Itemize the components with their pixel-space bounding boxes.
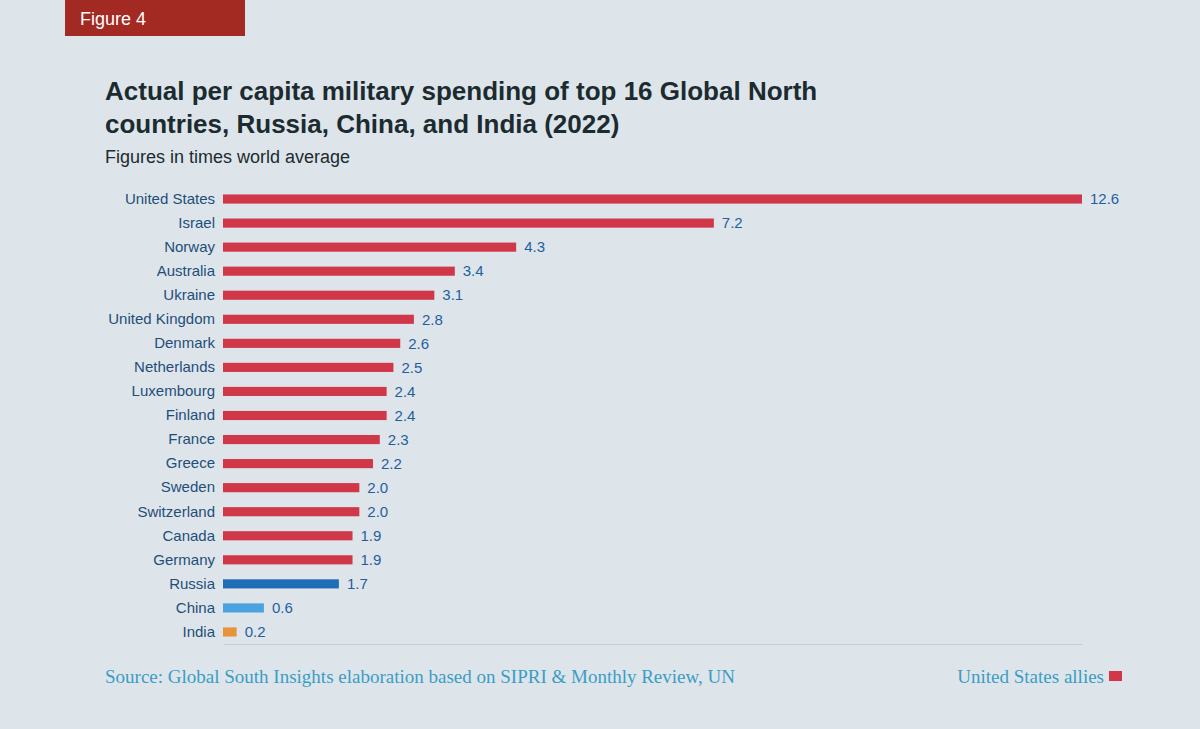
- data-label: 1.7: [347, 575, 368, 592]
- y-tick: India: [182, 623, 215, 640]
- figure-tab: [65, 0, 245, 36]
- data-label: 12.6: [1090, 190, 1119, 207]
- y-tick-label: France: [168, 430, 215, 447]
- y-tick-label: Australia: [157, 262, 216, 279]
- y-tick: Netherlands: [134, 358, 215, 375]
- source: Source: Global South Insights elaboratio…: [105, 666, 735, 687]
- data-label: 2.2: [381, 455, 402, 472]
- data-label: 3.1: [442, 286, 463, 303]
- y-tick: Germany: [153, 551, 215, 568]
- y-tick-label: United States: [125, 190, 215, 207]
- data-label: 2.0: [367, 503, 388, 520]
- bar: [223, 531, 353, 540]
- bar: [223, 435, 380, 444]
- y-tick-label: Germany: [153, 551, 215, 568]
- bar: [223, 507, 359, 516]
- bar: [223, 411, 387, 420]
- title-line: countries, Russia, China, and India (202…: [105, 109, 619, 139]
- bar: [223, 483, 359, 492]
- title-line: Actual per capita military spending of t…: [105, 76, 817, 106]
- y-tick-label: Switzerland: [137, 503, 215, 520]
- figure-label: Figure 4: [80, 9, 146, 29]
- y-tick-label: Sweden: [161, 478, 215, 495]
- y-tick: Switzerland: [137, 503, 215, 520]
- y-tick: Luxembourg: [132, 382, 215, 399]
- data-label: 2.4: [395, 383, 416, 400]
- y-tick-label: Luxembourg: [132, 382, 215, 399]
- title: Actual per capita military spending of t…: [105, 76, 817, 139]
- bar: [223, 579, 339, 588]
- x-axis-line: [224, 644, 1083, 645]
- data-label: 2.4: [395, 407, 416, 424]
- data-label: 7.2: [722, 214, 743, 231]
- y-tick: Israel: [178, 214, 215, 231]
- y-tick: Greece: [166, 454, 215, 471]
- y-tick: Norway: [164, 238, 215, 255]
- y-tick: Denmark: [154, 334, 215, 351]
- bar: [223, 627, 237, 636]
- y-tick-label: Russia: [169, 575, 216, 592]
- bar: [223, 603, 264, 612]
- data-label: 0.2: [245, 623, 266, 640]
- y-tick: United Kingdom: [108, 310, 215, 327]
- data-label: 1.9: [361, 527, 382, 544]
- y-tick: China: [176, 599, 216, 616]
- bars: [223, 194, 1082, 636]
- data-label: 1.9: [361, 551, 382, 568]
- y-tick: Sweden: [161, 478, 215, 495]
- y-tick-label: Israel: [178, 214, 215, 231]
- y-tick-label: Netherlands: [134, 358, 215, 375]
- bar: [223, 363, 393, 372]
- y-tick-label: China: [176, 599, 216, 616]
- y-tick-label: United Kingdom: [108, 310, 215, 327]
- data-labels: 12.6 7.2 4.3 3.43.1 2.8 2.6 2.5 2.4 2.4 2.3 2.2 2.0…: [245, 190, 1120, 640]
- bar: [223, 243, 516, 252]
- bar: [223, 194, 1082, 203]
- background: [0, 0, 1200, 729]
- bar: [223, 387, 387, 396]
- data-label: 3.4: [463, 262, 484, 279]
- subtitle: Figures in times world average: [105, 147, 350, 167]
- bar: [223, 555, 353, 564]
- data-label: 2.3: [388, 431, 409, 448]
- legend-swatch: [1109, 671, 1122, 681]
- bar: [223, 291, 434, 300]
- y-tick: Ukraine: [163, 286, 215, 303]
- y-tick-label: Greece: [166, 454, 215, 471]
- x-axis: [224, 644, 1083, 645]
- data-label: 2.8: [422, 311, 443, 328]
- y-tick-label: Canada: [162, 527, 215, 544]
- y-tick: France: [168, 430, 215, 447]
- data-label: 2.5: [401, 359, 422, 376]
- bar: [223, 339, 400, 348]
- y-axis: United States Israel Norway Australia Ukrain…: [108, 190, 215, 640]
- y-tick-label: Ukraine: [163, 286, 215, 303]
- data-label: 2.6: [408, 335, 429, 352]
- y-tick: Australia: [157, 262, 216, 279]
- bar: [223, 219, 714, 228]
- bar: [223, 315, 414, 324]
- y-tick-label: Norway: [164, 238, 215, 255]
- legend-label: United States allies: [957, 666, 1104, 687]
- y-tick: Russia: [169, 575, 216, 592]
- y-tick-label: Denmark: [154, 334, 215, 351]
- data-label: 4.3: [524, 238, 545, 255]
- legend: United States allies: [957, 666, 1122, 687]
- bar: [223, 459, 373, 468]
- chart: Figure 4 Actual per capita military spend…: [0, 0, 1200, 729]
- y-tick: United States: [125, 190, 215, 207]
- y-tick-label: India: [182, 623, 215, 640]
- y-tick: Canada: [162, 527, 215, 544]
- bar: [223, 267, 455, 276]
- data-label: 2.0: [367, 479, 388, 496]
- data-label: 0.6: [272, 599, 293, 616]
- y-tick-label: Finland: [166, 406, 215, 423]
- y-tick: Finland: [166, 406, 215, 423]
